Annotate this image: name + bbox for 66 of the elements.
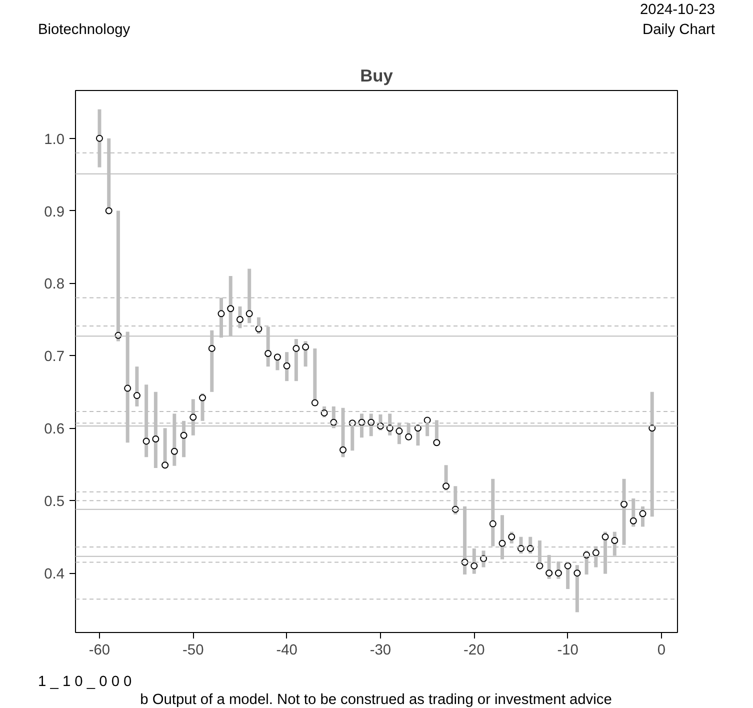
- point: [162, 462, 169, 469]
- point: [227, 305, 234, 312]
- x-tick-label: -40: [276, 642, 298, 658]
- y-tick-label: 0.9: [44, 204, 64, 220]
- text: 1 _ 1 0 _ 0 0 0: [38, 673, 132, 692]
- text: 2024-10-23: [640, 1, 715, 20]
- x-tick-label: -50: [182, 642, 204, 658]
- point: [340, 446, 347, 454]
- text: Biotechnology: [38, 21, 130, 40]
- x-tick-label: -10: [557, 642, 578, 658]
- x-tick-label: -60: [88, 642, 110, 658]
- point: [292, 344, 300, 352]
- point: [255, 325, 262, 332]
- point: [489, 520, 496, 528]
- point: [592, 549, 600, 556]
- point: [246, 310, 253, 318]
- text: Daily Chart: [642, 21, 715, 40]
- point: [630, 517, 637, 524]
- point: [639, 510, 646, 518]
- point: [564, 562, 572, 570]
- y-tick-label: 1.0: [44, 132, 64, 148]
- point: [602, 533, 609, 540]
- point: [105, 207, 112, 214]
- x-tick-label: -30: [370, 642, 392, 658]
- point: [274, 354, 281, 361]
- point: [170, 448, 178, 455]
- chart-title: Buy: [360, 66, 394, 86]
- x-tick-label: -20: [464, 642, 485, 658]
- point: [311, 399, 318, 406]
- point: [611, 536, 618, 544]
- point: [526, 544, 534, 552]
- point: [396, 428, 403, 435]
- point: [546, 570, 553, 577]
- point: [199, 394, 206, 402]
- y-tick-label: 0.8: [44, 276, 64, 293]
- point: [554, 570, 562, 577]
- y-tick-label: 0.4: [44, 566, 64, 583]
- point: [180, 432, 188, 439]
- point: [142, 438, 150, 445]
- point: [470, 562, 478, 570]
- point: [405, 433, 412, 440]
- point: [190, 414, 197, 421]
- point: [218, 310, 225, 318]
- y-tick-label: 0.5: [44, 494, 64, 510]
- point: [517, 544, 524, 552]
- point: [320, 409, 328, 416]
- point: [124, 384, 132, 392]
- point: [236, 316, 244, 323]
- point: [152, 436, 160, 443]
- point: [536, 562, 544, 570]
- point: [302, 344, 310, 350]
- y-tick-label: 0.6: [44, 422, 64, 438]
- point: [574, 570, 581, 577]
- point: [208, 344, 216, 352]
- point: [508, 533, 516, 540]
- text: b Output of a model. Not to be construed as trading or investment advice: [139, 691, 613, 708]
- point: [433, 439, 440, 446]
- point: [498, 540, 506, 547]
- x-tick-label: 0: [657, 642, 666, 658]
- point: [264, 350, 272, 358]
- point: [283, 362, 290, 370]
- y-tick-label: 0.7: [44, 349, 64, 366]
- point: [620, 500, 628, 508]
- point: [96, 134, 103, 142]
- point: [442, 482, 450, 490]
- point: [133, 392, 140, 400]
